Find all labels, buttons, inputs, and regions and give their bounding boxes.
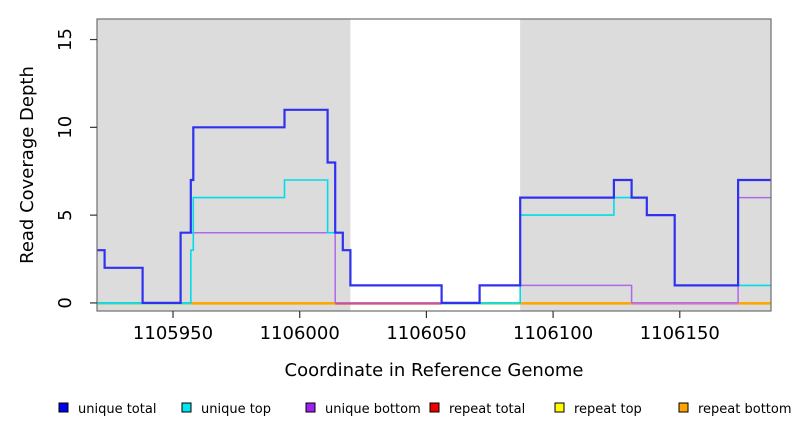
legend-label: unique total <box>78 402 156 417</box>
y-tick-label: 10 <box>55 116 76 139</box>
shaded-band <box>520 19 771 311</box>
x-tick-label: 1105950 <box>133 323 213 344</box>
legend-swatch <box>678 402 689 413</box>
legend-swatch <box>429 402 440 413</box>
coverage-series <box>97 108 771 305</box>
legend: unique total unique top unique bottom repea… <box>58 402 792 417</box>
x-axis-label: Coordinate in Reference Genome <box>285 360 584 381</box>
y-axis: 0 5 10 15 <box>55 28 97 309</box>
x-tick-label: 1106150 <box>640 323 720 344</box>
plot-border <box>96 18 772 312</box>
x-tick-label: 1106000 <box>260 323 340 344</box>
shaded-regions <box>97 19 771 311</box>
x-tick-label: 1106100 <box>513 323 593 344</box>
y-tick-label: 5 <box>55 209 76 220</box>
legend-label: repeat total <box>449 402 525 417</box>
legend-label: unique top <box>201 402 271 417</box>
y-axis-label: Read Coverage Depth <box>17 66 38 264</box>
legend-label: repeat top <box>574 402 642 417</box>
legend-swatch <box>305 402 316 413</box>
x-tick-label: 1106050 <box>386 323 466 344</box>
x-axis: 1105950 1106000 1106050 1106100 1106150 <box>133 311 720 344</box>
y-tick-label: 0 <box>55 297 76 308</box>
legend-label: repeat bottom <box>698 402 792 417</box>
plot-box <box>96 18 772 312</box>
shaded-band <box>97 19 351 311</box>
legend-swatch <box>554 402 565 413</box>
legend-swatch <box>58 402 69 413</box>
y-tick-label: 15 <box>55 28 76 51</box>
series-line-unique-total <box>97 108 771 304</box>
legend-label: unique bottom <box>325 402 421 417</box>
legend-swatch <box>181 402 192 413</box>
